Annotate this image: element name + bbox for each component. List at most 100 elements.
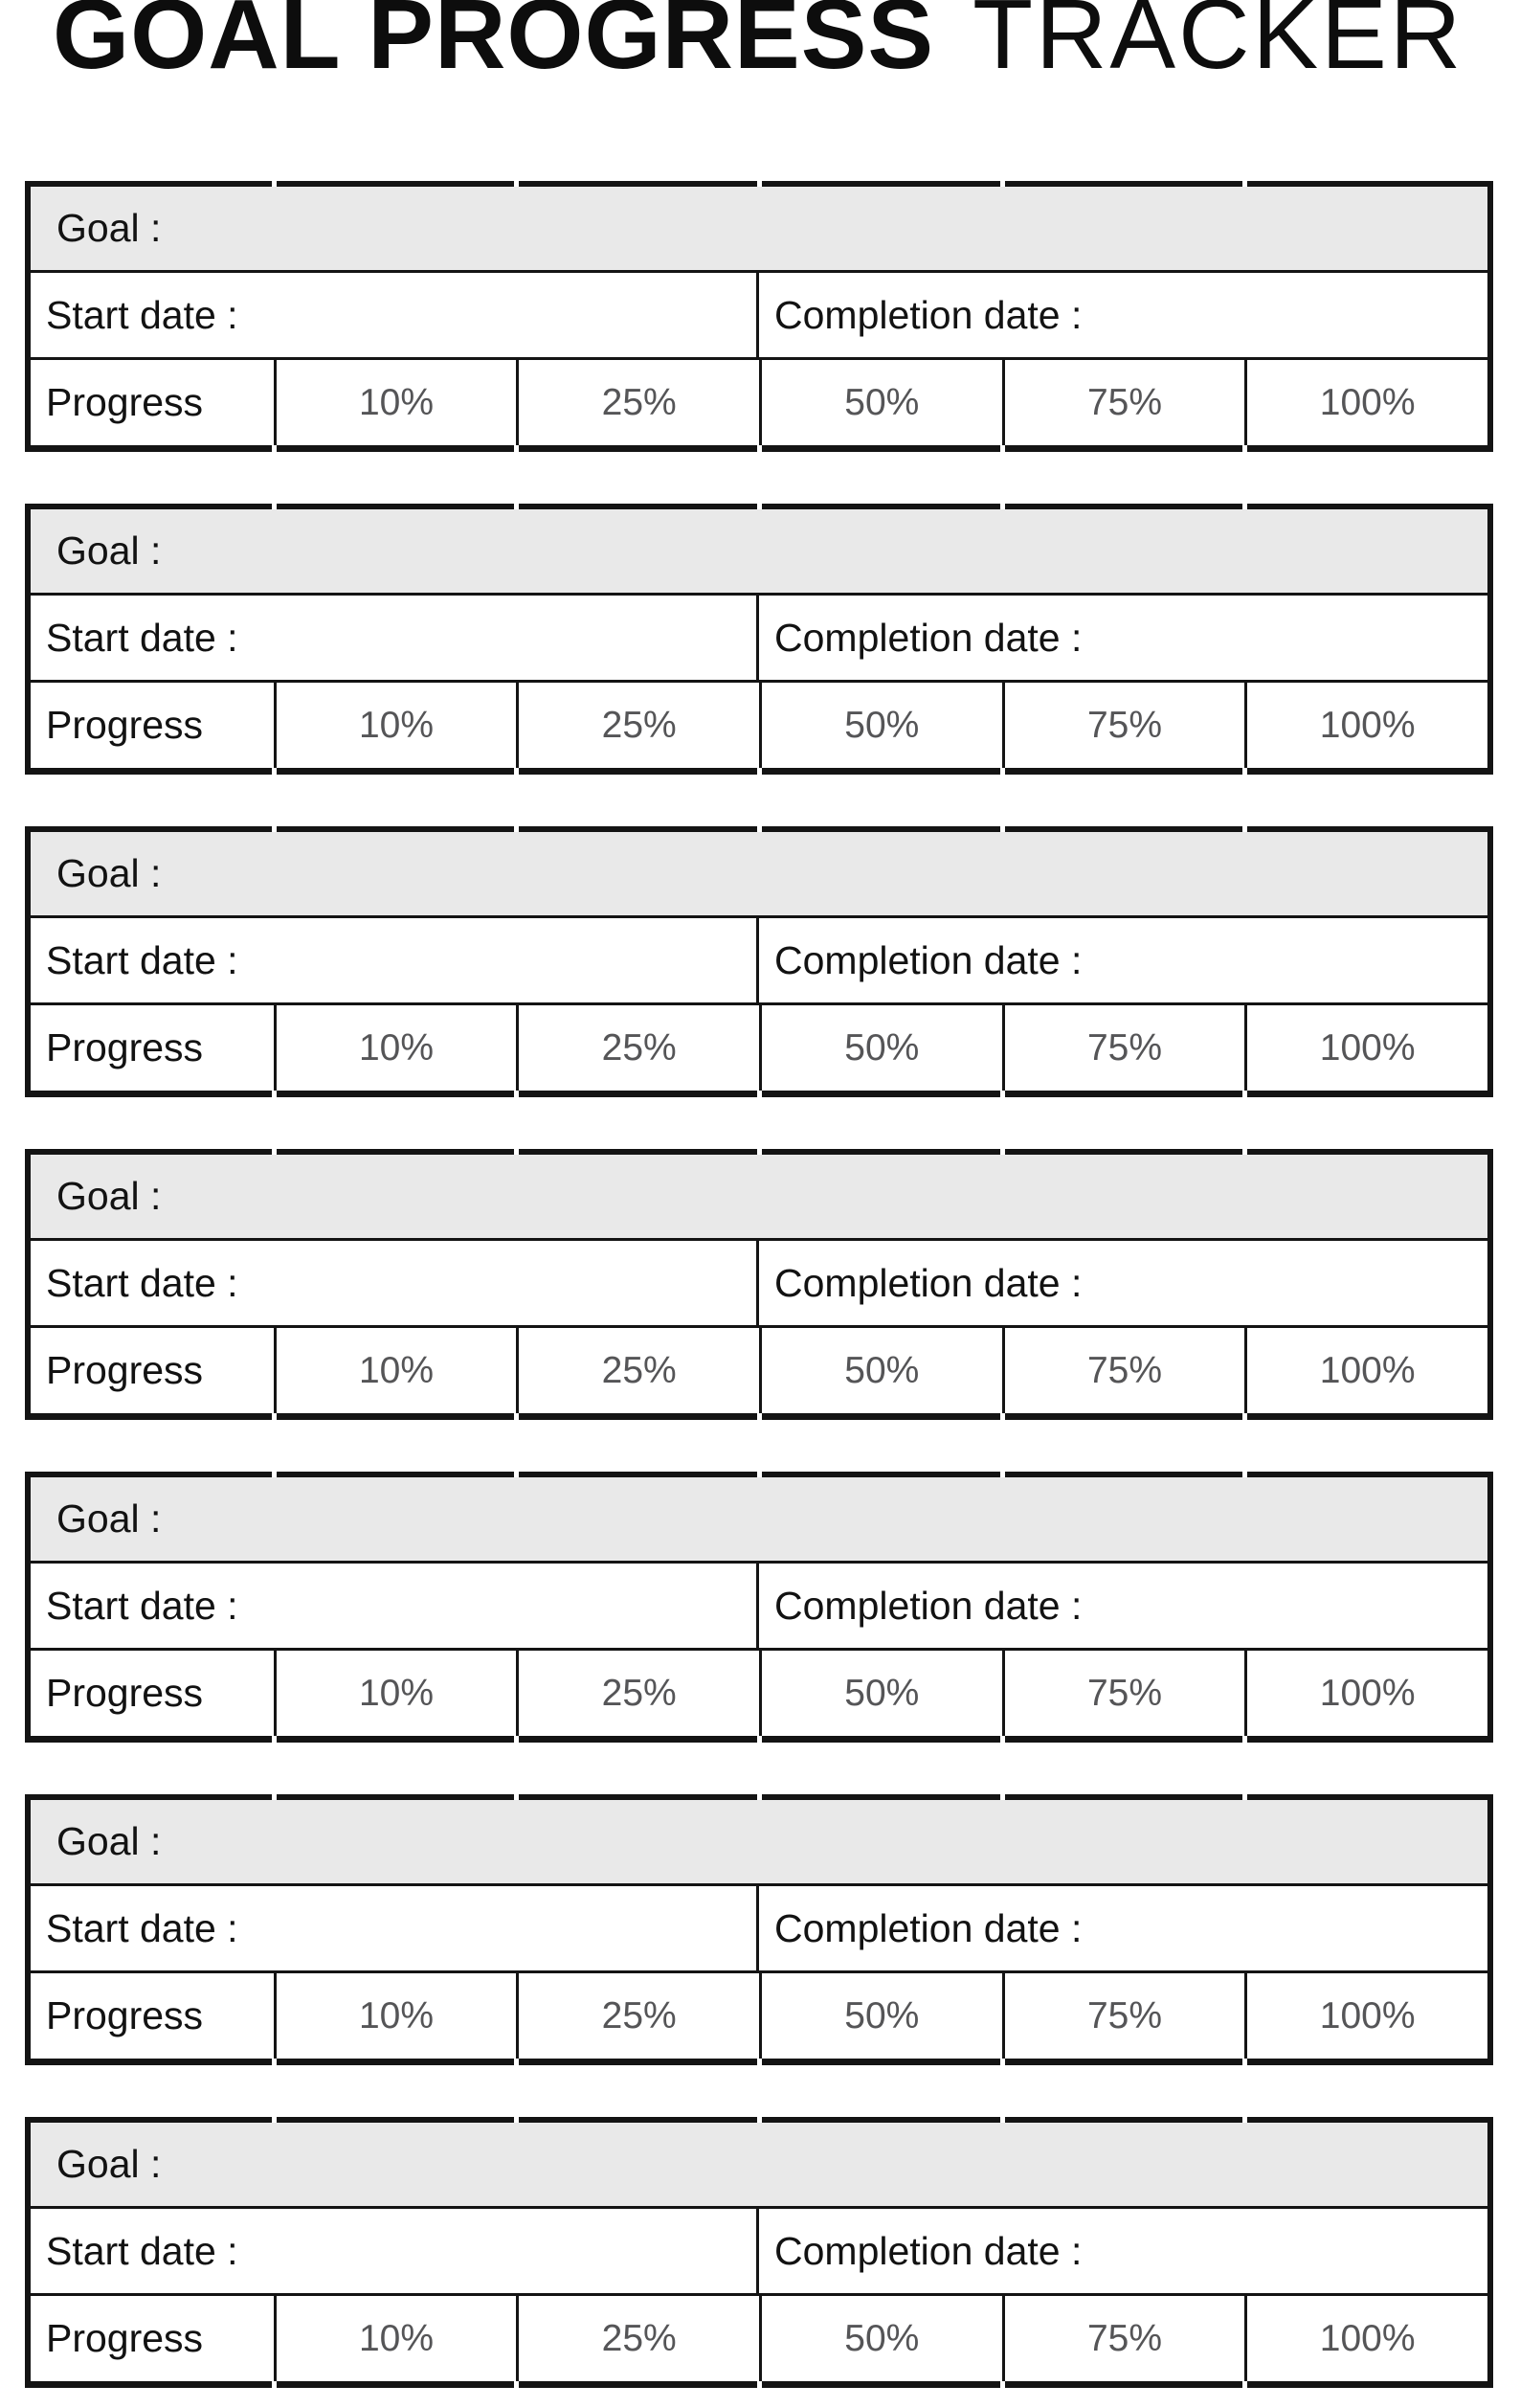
border-notch [514, 826, 520, 832]
start-date-fill-cell[interactable]: Start date : [31, 1241, 759, 1328]
completion-date-fill-cell[interactable]: Completion date : [759, 1241, 1487, 1328]
progress-milestone-label: 25% [601, 704, 677, 746]
border-notch [1242, 2117, 1248, 2123]
progress-milestone-cell-75[interactable]: 75% [1001, 1973, 1245, 2059]
progress-label: Progress [46, 703, 204, 747]
goal-label: Goal : [56, 1497, 162, 1541]
border-notch [271, 1736, 277, 1743]
progress-milestone-cell-75[interactable]: 75% [1001, 683, 1245, 768]
border-notch [514, 1149, 520, 1155]
progress-milestone-cell-50[interactable]: 50% [759, 2296, 1002, 2381]
progress-milestone-cell-75[interactable]: 75% [1001, 360, 1245, 445]
progress-milestone-cell-75[interactable]: 75% [1001, 1005, 1245, 1091]
start-date-fill-cell[interactable]: Start date : [31, 2209, 759, 2296]
completion-date-label: Completion date : [774, 1905, 1083, 1950]
border-notch [999, 181, 1005, 187]
progress-milestone-cell-50[interactable]: 50% [759, 1973, 1002, 2059]
border-notch [271, 504, 277, 509]
completion-date-label: Completion date : [774, 292, 1083, 337]
progress-milestone-cell-25[interactable]: 25% [516, 1005, 759, 1091]
progress-milestone-cell-100[interactable]: 100% [1244, 1328, 1487, 1413]
completion-date-label: Completion date : [774, 1260, 1083, 1305]
progress-milestone-cell-25[interactable]: 25% [516, 1973, 759, 2059]
completion-date-fill-cell[interactable]: Completion date : [759, 1886, 1487, 1973]
border-notch [271, 1149, 277, 1155]
goal-fill-cell[interactable]: Goal : [31, 187, 1487, 273]
border-notch [757, 1091, 762, 1097]
progress-milestone-cell-10[interactable]: 10% [273, 1651, 517, 1736]
progress-milestone-cell-10[interactable]: 10% [273, 1005, 517, 1091]
border-notch [1242, 181, 1248, 187]
progress-milestone-cell-25[interactable]: 25% [516, 1328, 759, 1413]
completion-date-fill-cell[interactable]: Completion date : [759, 2209, 1487, 2296]
goal-fill-cell[interactable]: Goal : [31, 1800, 1487, 1886]
progress-label-cell: Progress [31, 1651, 274, 1736]
completion-date-fill-cell[interactable]: Completion date : [759, 596, 1487, 683]
start-date-label: Start date : [46, 1905, 238, 1950]
progress-milestone-cell-10[interactable]: 10% [273, 2296, 517, 2381]
border-notch [757, 1149, 762, 1155]
progress-milestone-label: 75% [1086, 381, 1163, 423]
progress-milestone-label: 50% [844, 704, 920, 746]
start-date-fill-cell[interactable]: Start date : [31, 1886, 759, 1973]
progress-milestone-cell-50[interactable]: 50% [759, 1328, 1002, 1413]
progress-milestone-label: 100% [1319, 2317, 1416, 2359]
border-notch [271, 2059, 277, 2065]
progress-milestone-label: 75% [1086, 1349, 1163, 1391]
progress-milestone-cell-100[interactable]: 100% [1244, 2296, 1487, 2381]
progress-milestone-label: 50% [844, 381, 920, 423]
progress-milestone-cell-100[interactable]: 100% [1244, 1005, 1487, 1091]
completion-date-fill-cell[interactable]: Completion date : [759, 273, 1487, 360]
completion-date-fill-cell[interactable]: Completion date : [759, 1564, 1487, 1651]
border-notch [271, 768, 277, 775]
start-date-fill-cell[interactable]: Start date : [31, 918, 759, 1005]
border-notch [271, 1091, 277, 1097]
progress-milestone-cell-10[interactable]: 10% [273, 683, 517, 768]
progress-milestone-cell-10[interactable]: 10% [273, 360, 517, 445]
progress-milestone-cell-75[interactable]: 75% [1001, 1328, 1245, 1413]
progress-milestone-cell-75[interactable]: 75% [1001, 2296, 1245, 2381]
progress-milestone-cell-10[interactable]: 10% [273, 1328, 517, 1413]
completion-date-label: Completion date : [774, 1583, 1083, 1628]
start-date-fill-cell[interactable]: Start date : [31, 273, 759, 360]
completion-date-label: Completion date : [774, 2228, 1083, 2273]
completion-date-fill-cell[interactable]: Completion date : [759, 918, 1487, 1005]
start-date-fill-cell[interactable]: Start date : [31, 596, 759, 683]
goal-fill-cell[interactable]: Goal : [31, 1155, 1487, 1241]
progress-milestone-cell-25[interactable]: 25% [516, 2296, 759, 2381]
goal-fill-cell[interactable]: Goal : [31, 2123, 1487, 2209]
border-notch [1242, 1736, 1248, 1743]
progress-milestone-cell-50[interactable]: 50% [759, 683, 1002, 768]
start-date-label: Start date : [46, 2228, 238, 2273]
progress-milestone-label: 50% [844, 1994, 920, 2037]
progress-milestone-cell-50[interactable]: 50% [759, 1005, 1002, 1091]
progress-milestone-cell-50[interactable]: 50% [759, 360, 1002, 445]
progress-milestone-cell-25[interactable]: 25% [516, 683, 759, 768]
goal-fill-cell[interactable]: Goal : [31, 1477, 1487, 1564]
progress-milestone-label: 25% [601, 381, 677, 423]
start-date-fill-cell[interactable]: Start date : [31, 1564, 759, 1651]
progress-milestone-cell-100[interactable]: 100% [1244, 1973, 1487, 2059]
title-main: GOAL PROGRESS [53, 0, 935, 89]
progress-milestone-cell-100[interactable]: 100% [1244, 360, 1487, 445]
progress-milestone-cell-10[interactable]: 10% [273, 1973, 517, 2059]
border-notch [271, 826, 277, 832]
progress-milestone-label: 75% [1086, 1672, 1163, 1714]
goal-fill-cell[interactable]: Goal : [31, 509, 1487, 596]
progress-milestone-cell-25[interactable]: 25% [516, 360, 759, 445]
progress-milestone-cell-75[interactable]: 75% [1001, 1651, 1245, 1736]
border-notch [1242, 1472, 1248, 1477]
border-notch [1242, 1149, 1248, 1155]
title-secondary: TRACKER [972, 0, 1464, 89]
progress-milestone-cell-50[interactable]: 50% [759, 1651, 1002, 1736]
progress-milestone-cell-25[interactable]: 25% [516, 1651, 759, 1736]
border-notch [514, 445, 520, 452]
goal-fill-cell[interactable]: Goal : [31, 832, 1487, 918]
border-notch [514, 1472, 520, 1477]
border-notch [514, 1794, 520, 1800]
border-notch [999, 445, 1005, 452]
progress-milestone-cell-100[interactable]: 100% [1244, 683, 1487, 768]
progress-milestone-cell-100[interactable]: 100% [1244, 1651, 1487, 1736]
start-date-label: Start date : [46, 1260, 238, 1305]
progress-label: Progress [46, 1025, 204, 1069]
